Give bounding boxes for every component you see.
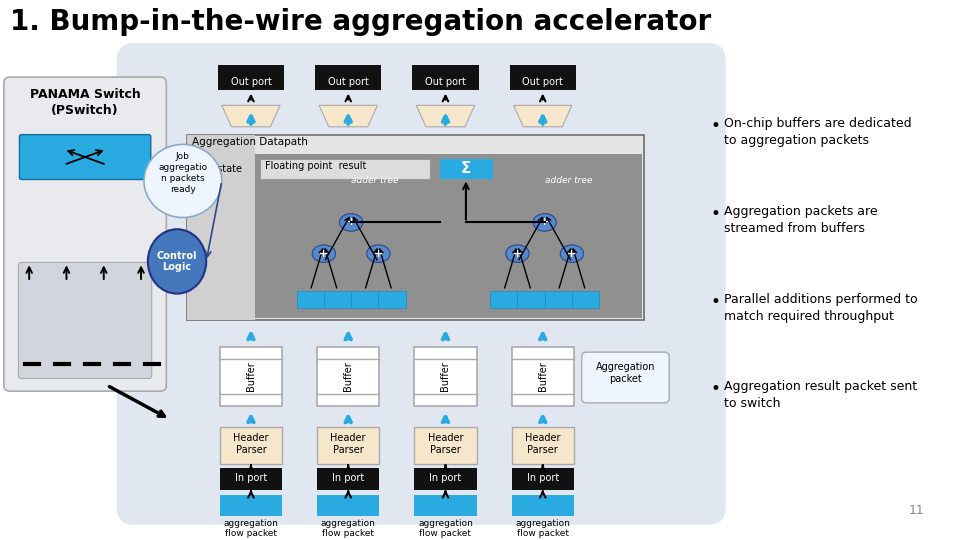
Ellipse shape [561, 245, 584, 262]
Text: Buffer: Buffer [246, 362, 256, 392]
Text: aggregation
flow packet: aggregation flow packet [516, 519, 570, 538]
Text: •: • [710, 205, 720, 223]
Ellipse shape [144, 144, 222, 218]
FancyBboxPatch shape [254, 154, 642, 318]
FancyBboxPatch shape [117, 43, 726, 525]
FancyBboxPatch shape [260, 159, 430, 179]
FancyBboxPatch shape [317, 347, 379, 406]
FancyBboxPatch shape [510, 65, 576, 90]
Text: adder tree: adder tree [544, 176, 592, 185]
FancyBboxPatch shape [297, 291, 324, 308]
FancyBboxPatch shape [572, 291, 599, 308]
FancyBboxPatch shape [315, 65, 381, 90]
Text: Buffer: Buffer [538, 362, 548, 392]
Text: Parallel additions performed to
match required throughput: Parallel additions performed to match re… [724, 293, 918, 322]
FancyBboxPatch shape [415, 427, 476, 464]
FancyBboxPatch shape [512, 427, 574, 464]
Text: •: • [710, 117, 720, 135]
Text: 11: 11 [908, 504, 924, 517]
FancyBboxPatch shape [19, 134, 151, 179]
FancyBboxPatch shape [378, 291, 406, 308]
FancyBboxPatch shape [187, 134, 644, 320]
Ellipse shape [367, 245, 390, 262]
Text: +: + [540, 218, 549, 227]
FancyBboxPatch shape [317, 495, 379, 516]
Text: Header
Parser: Header Parser [525, 433, 561, 455]
Text: On-chip buffers are dedicated
to aggregation packets: On-chip buffers are dedicated to aggrega… [724, 117, 911, 147]
FancyBboxPatch shape [4, 77, 166, 391]
Text: Control
Logic: Control Logic [156, 251, 197, 272]
Text: Out port: Out port [522, 77, 564, 87]
Ellipse shape [506, 245, 529, 262]
FancyBboxPatch shape [220, 347, 282, 406]
FancyBboxPatch shape [415, 495, 476, 516]
Text: +: + [320, 248, 328, 259]
FancyBboxPatch shape [491, 291, 517, 308]
FancyBboxPatch shape [220, 427, 282, 464]
Text: PANAMA Switch
(PSwitch): PANAMA Switch (PSwitch) [30, 88, 140, 117]
FancyBboxPatch shape [220, 495, 282, 516]
Text: •: • [710, 293, 720, 310]
Text: aggregation
flow packet: aggregation flow packet [418, 519, 473, 538]
Text: aggregation
flow packet: aggregation flow packet [321, 519, 375, 538]
FancyBboxPatch shape [317, 468, 379, 490]
FancyBboxPatch shape [187, 134, 254, 320]
FancyBboxPatch shape [440, 159, 493, 179]
FancyBboxPatch shape [317, 427, 379, 464]
FancyBboxPatch shape [544, 291, 572, 308]
FancyBboxPatch shape [512, 347, 574, 406]
FancyBboxPatch shape [220, 468, 282, 490]
FancyBboxPatch shape [517, 291, 544, 308]
Text: Out port: Out port [425, 77, 466, 87]
Text: Header
Parser: Header Parser [428, 433, 464, 455]
Text: Σ: Σ [461, 161, 471, 176]
Text: adder tree: adder tree [351, 176, 398, 185]
Ellipse shape [148, 230, 206, 294]
Text: +: + [567, 248, 577, 259]
Text: In port: In port [332, 473, 365, 483]
Text: 1. Bump-in-the-wire aggregation accelerator: 1. Bump-in-the-wire aggregation accelera… [10, 8, 711, 36]
Text: Aggregation
packet: Aggregation packet [596, 362, 655, 383]
FancyBboxPatch shape [512, 495, 574, 516]
Text: Aggregation Datapath: Aggregation Datapath [192, 137, 307, 146]
FancyBboxPatch shape [351, 291, 378, 308]
FancyBboxPatch shape [512, 468, 574, 490]
FancyBboxPatch shape [415, 347, 476, 406]
Polygon shape [514, 105, 572, 127]
Text: aggregation
flow packet: aggregation flow packet [224, 519, 278, 538]
Text: Header
Parser: Header Parser [330, 433, 366, 455]
Text: Job
aggregatio
n packets
ready: Job aggregatio n packets ready [158, 152, 207, 194]
Ellipse shape [312, 245, 336, 262]
Text: •: • [710, 381, 720, 399]
Text: In port: In port [429, 473, 462, 483]
Text: Out port: Out port [327, 77, 369, 87]
Text: +: + [373, 248, 383, 259]
FancyBboxPatch shape [18, 262, 152, 379]
FancyBboxPatch shape [413, 65, 478, 90]
Text: +: + [347, 218, 356, 227]
Polygon shape [319, 105, 377, 127]
Text: Job state: Job state [200, 164, 242, 174]
Polygon shape [222, 105, 280, 127]
Text: In port: In port [235, 473, 267, 483]
Text: Out port: Out port [230, 77, 272, 87]
Ellipse shape [340, 214, 363, 231]
FancyBboxPatch shape [582, 352, 669, 403]
FancyBboxPatch shape [218, 65, 284, 90]
Text: In port: In port [527, 473, 559, 483]
FancyBboxPatch shape [415, 468, 476, 490]
Ellipse shape [533, 214, 557, 231]
Text: Buffer: Buffer [344, 362, 353, 392]
Text: Buffer: Buffer [441, 362, 450, 392]
Text: Aggregation result packet sent
to switch: Aggregation result packet sent to switch [724, 381, 917, 410]
Polygon shape [417, 105, 474, 127]
FancyBboxPatch shape [324, 291, 351, 308]
Text: Header
Parser: Header Parser [233, 433, 269, 455]
Text: +: + [513, 248, 522, 259]
Text: Floating point  result: Floating point result [265, 161, 366, 171]
Text: Aggregation packets are
streamed from buffers: Aggregation packets are streamed from bu… [724, 205, 877, 235]
